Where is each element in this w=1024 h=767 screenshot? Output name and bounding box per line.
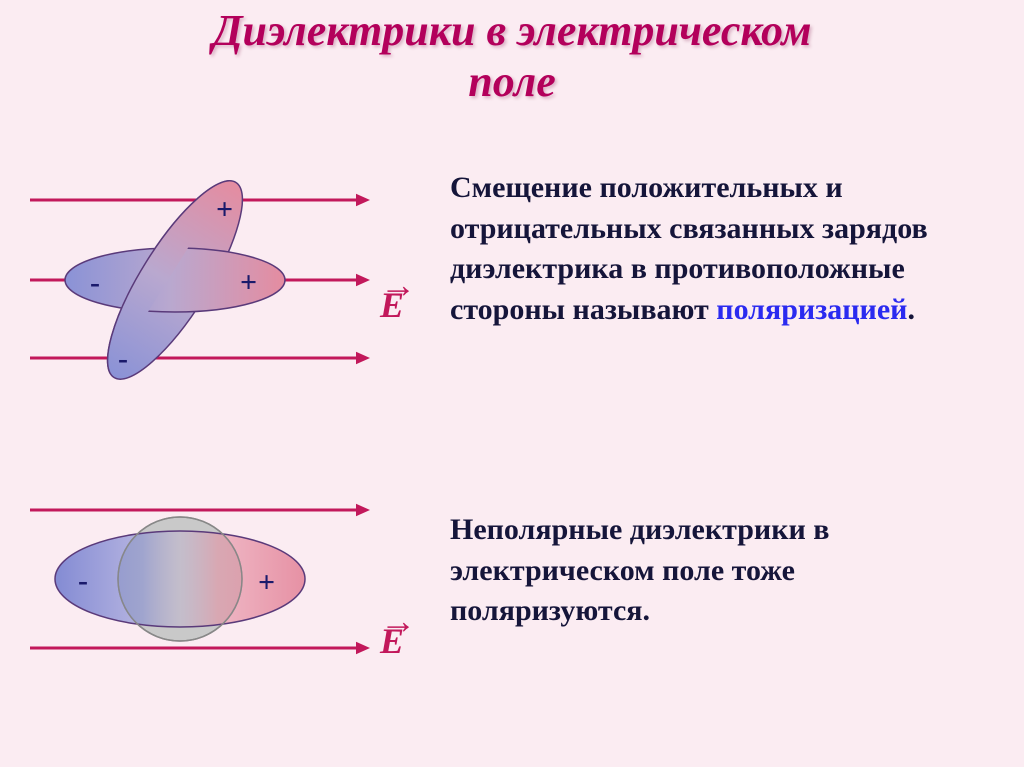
polar-diagram-svg: - + + - xyxy=(20,160,400,390)
svg-text:-: - xyxy=(118,342,128,375)
svg-text:+: + xyxy=(240,266,257,299)
svg-text:-: - xyxy=(78,564,88,597)
e-arrow-over-2: → xyxy=(380,600,414,642)
text2-content: Неполярные диэлектрики в электрическом п… xyxy=(450,513,829,627)
nonpolar-diagram-svg: -+ xyxy=(20,480,400,680)
polar-molecule-diagram: -++- → E xyxy=(20,160,400,390)
nonpolar-row: -+ → E Неполярные диэлектрики в электрич… xyxy=(0,480,1024,680)
e-vector-label-2: → E xyxy=(380,620,404,662)
title-line-1: Диэлектрики в электрическом xyxy=(212,6,811,55)
slide-title: Диэлектрики в электрическом поле xyxy=(0,0,1024,107)
svg-text:+: + xyxy=(216,193,233,226)
slide: Диэлектрики в электрическом поле -++- → … xyxy=(0,0,1024,767)
svg-text:-: - xyxy=(90,266,100,299)
svg-text:+: + xyxy=(258,566,275,599)
nonpolar-molecule-diagram: -+ → E xyxy=(20,480,400,680)
text1-highlight: поляризацией xyxy=(716,293,907,326)
nonpolar-text: Неполярные диэлектрики в электрическом п… xyxy=(450,510,1000,632)
e-arrow-over-1: → xyxy=(380,264,414,306)
polar-row: - + + - → E Смещение положительных и отрица… xyxy=(0,160,1024,390)
polarization-text: Смещение положительных и отрицательных с… xyxy=(450,168,1000,330)
text1-suffix: . xyxy=(907,293,915,326)
title-line-2: поле xyxy=(468,57,555,106)
e-vector-label-1: → E xyxy=(380,284,404,326)
